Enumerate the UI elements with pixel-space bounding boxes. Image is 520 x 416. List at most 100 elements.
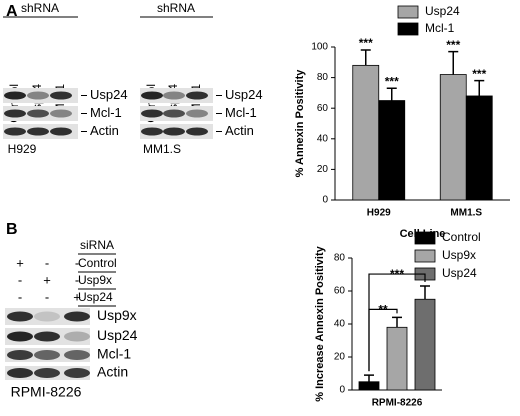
bar: [378, 100, 406, 201]
row-label: Mcl-1: [225, 105, 257, 120]
blot-band: [7, 350, 33, 360]
blot-band: [34, 368, 60, 378]
panel-label: A: [6, 3, 18, 20]
legend-swatch: [414, 231, 436, 245]
blot-band: [141, 109, 163, 118]
bar: [386, 326, 408, 391]
blot-band: [7, 311, 33, 322]
row-label: Usp24: [97, 327, 138, 343]
sign: -: [18, 289, 22, 304]
y-tick-label: 40: [334, 319, 346, 330]
significance: ***: [359, 36, 373, 50]
row-label: Actin: [225, 123, 254, 138]
condition-label: Usp24: [78, 290, 113, 304]
blot-band: [141, 91, 163, 100]
bar: [352, 64, 380, 201]
significance: ***: [446, 38, 460, 52]
y-tick-label: 20: [317, 164, 329, 175]
y-tick-label: 40: [317, 133, 329, 144]
blot-band: [34, 331, 60, 342]
y-tick-label: 100: [311, 42, 328, 53]
sign: -: [45, 255, 49, 270]
blot-band: [27, 127, 49, 136]
bar: [358, 381, 380, 391]
blot-band: [4, 109, 26, 118]
blot-band: [64, 311, 90, 322]
legend-swatch: [397, 5, 419, 19]
row-label: Usp24: [90, 87, 128, 102]
comparison-label: ***: [390, 267, 404, 281]
blot-band: [4, 91, 26, 100]
y-tick-label: 60: [317, 103, 329, 114]
sign: -: [18, 272, 22, 287]
sign: +: [73, 289, 81, 304]
sign: -: [75, 255, 79, 270]
bar: [439, 74, 467, 201]
blot-band: [50, 91, 72, 100]
condition-label: Control: [78, 256, 117, 270]
sign: -: [75, 272, 79, 287]
error-bar: [360, 49, 371, 66]
error-bar: [420, 285, 430, 300]
bar: [414, 298, 436, 391]
y-tick-label: 0: [322, 195, 328, 206]
y-tick-label: 80: [334, 253, 346, 264]
legend-label: Usp24: [425, 4, 460, 18]
blot-band: [186, 127, 208, 136]
y-axis-label: % Annexin Positivity: [294, 69, 306, 178]
sign: -: [45, 289, 49, 304]
x-tick-label: RPMI-8226: [372, 398, 423, 409]
condition-label: Usp9x: [78, 273, 112, 287]
blot-band: [4, 127, 26, 136]
legend-swatch: [414, 249, 436, 263]
blot-band: [34, 350, 60, 360]
cell-line: RPMI-8226: [11, 384, 82, 400]
comparison-label: **: [378, 303, 388, 317]
y-tick-label: 60: [334, 286, 346, 297]
x-tick-label: H929: [367, 208, 391, 219]
error-bar: [474, 79, 485, 96]
y-tick-label: 80: [317, 72, 329, 83]
error-bar: [386, 87, 397, 101]
blot-band: [50, 109, 72, 118]
legend-label: Usp9x: [442, 248, 476, 262]
blot-band: [7, 368, 33, 378]
row-label: Actin: [90, 123, 119, 138]
legend-label: Control: [442, 230, 481, 244]
y-axis-label: % Increase Annexin Positivity: [314, 245, 326, 401]
blot-header: shRNA: [157, 1, 195, 15]
bar: [465, 95, 493, 201]
blot-band: [50, 127, 72, 136]
legend-label: Usp24: [442, 266, 477, 280]
row-label: Mcl-1: [97, 346, 131, 362]
significance: ***: [385, 74, 399, 88]
blot-band: [64, 350, 90, 360]
legend-swatch: [397, 22, 419, 36]
comparison-bracket: [368, 308, 398, 372]
blot-header: shRNA: [21, 1, 59, 15]
blot-band: [186, 91, 208, 100]
row-label: Actin: [97, 364, 128, 380]
blot-band: [141, 127, 163, 136]
y-tick-label: 0: [339, 385, 345, 396]
blot-band: [186, 109, 208, 118]
cell-line: MM1.S: [143, 142, 181, 156]
blot-band: [163, 109, 185, 118]
blot-band: [163, 91, 185, 100]
error-bar: [392, 316, 402, 328]
error-bar: [448, 50, 459, 75]
blot-band: [34, 311, 60, 322]
x-tick-label: MM1.S: [450, 208, 482, 219]
error-bar: [364, 374, 374, 382]
blot-band: [64, 368, 90, 378]
blot-band: [27, 91, 49, 100]
blot-band: [64, 331, 90, 342]
panel-label: B: [6, 221, 18, 238]
cell-line: H929: [8, 142, 37, 156]
row-label: Usp9x: [97, 307, 137, 323]
sign: +: [43, 272, 51, 287]
row-label: Usp24: [225, 87, 263, 102]
y-tick-label: 20: [334, 352, 346, 363]
